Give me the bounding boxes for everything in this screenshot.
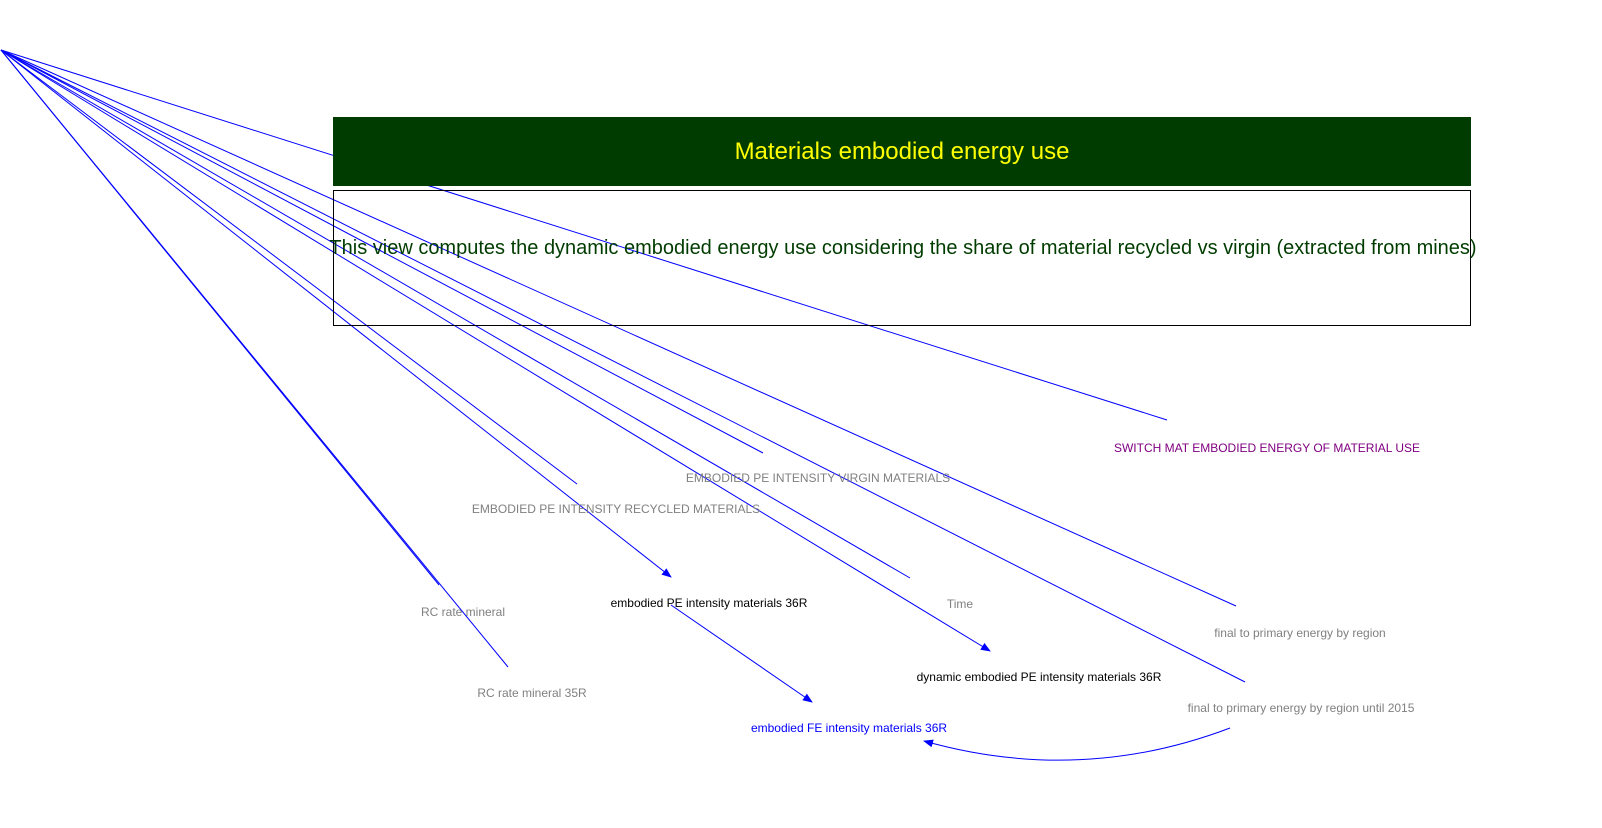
link-to-pe-36r (0, 49, 672, 578)
link-recycled (0, 49, 578, 485)
pe-recycled-variable[interactable]: EMBODIED PE INTENSITY RECYCLED MATERIALS (471, 502, 761, 516)
rc-rate-mineral-35r-variable[interactable]: RC rate mineral 35R (477, 686, 587, 700)
description-box (333, 190, 1471, 326)
link-time (0, 49, 911, 579)
link-switch (0, 49, 1168, 421)
link-final-region-2015 (0, 49, 1246, 683)
link-virgin (0, 49, 764, 454)
link-pe-to-fe (670, 604, 813, 703)
final-to-primary-region-variable[interactable]: final to primary energy by region (1214, 626, 1386, 640)
link-rc-rate-35r (0, 49, 509, 668)
link-fte2015-to-fe (923, 727, 1231, 761)
pe-virgin-variable[interactable]: EMBODIED PE INTENSITY VIRGIN MATERIALS (685, 471, 951, 485)
link-to-dynamic-pe (0, 49, 991, 652)
time-variable[interactable]: Time (946, 597, 974, 611)
view-title: Materials embodied energy use (734, 137, 1070, 165)
switch-mat-variable[interactable]: SWITCH MAT EMBODIED ENERGY OF MATERIAL U… (1113, 441, 1421, 455)
final-to-primary-region-2015-variable[interactable]: final to primary energy by region until … (1187, 701, 1415, 715)
pe-intensity-36r-variable[interactable]: embodied PE intensity materials 36R (610, 596, 808, 610)
view-description: This view computes the dynamic embodied … (329, 237, 1477, 259)
view-title-box: Materials embodied energy use (333, 117, 1471, 186)
dynamic-pe-intensity-36r-variable[interactable]: dynamic embodied PE intensity materials … (916, 670, 1162, 684)
link-final-region (0, 49, 1237, 607)
rc-rate-mineral-variable[interactable]: RC rate mineral (420, 605, 506, 619)
fe-intensity-36r-variable[interactable]: embodied FE intensity materials 36R (750, 721, 948, 735)
